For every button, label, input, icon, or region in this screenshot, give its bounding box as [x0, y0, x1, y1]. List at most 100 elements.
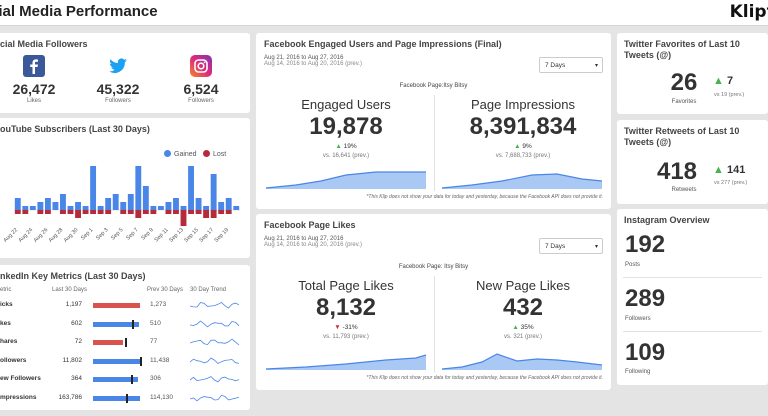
- instagram-followers-label: Followers: [188, 98, 214, 104]
- period-select[interactable]: 7 Days ▾: [539, 57, 603, 73]
- following-label: Following: [625, 369, 651, 375]
- legend-lost[interactable]: Lost: [203, 150, 226, 158]
- lost-bar-17: [142, 210, 149, 214]
- prev-30-value: 114,130: [150, 393, 174, 401]
- lost-bar-20: [165, 210, 172, 214]
- page-impressions-sparkline[interactable]: [442, 169, 606, 189]
- gained-bar-23: [188, 166, 194, 210]
- lost-bar-18: [150, 210, 157, 214]
- prev-marker: [132, 319, 134, 329]
- legend-gained[interactable]: Gained: [164, 150, 197, 158]
- panel-title: cial Media Followers: [0, 39, 88, 49]
- instagram-panel: Instagram Overview 192 Posts 289 Followe…: [617, 209, 768, 385]
- chevron-down-icon: ▾: [594, 63, 598, 69]
- favorites-value: 26: [670, 69, 698, 96]
- table-row[interactable]: hares 72 77: [0, 334, 250, 352]
- x-tick-label: Sep 7: [125, 227, 139, 241]
- x-tick-label: Aug 24: [18, 227, 35, 244]
- page-name: Facebook Page: Itsy Bitsy: [398, 264, 469, 270]
- x-tick-label: Sep 3: [95, 227, 109, 241]
- gained-bar-14: [120, 202, 127, 210]
- engaged-users-sparkline[interactable]: [266, 169, 430, 189]
- prev-marker: [131, 375, 133, 384]
- lost-bar-23: [188, 210, 194, 214]
- trend-sparkline: [190, 394, 240, 401]
- table-row[interactable]: icks 1,197 1,273: [0, 297, 250, 315]
- panel-title: nkedIn Key Metrics (Last 30 Days): [0, 271, 146, 281]
- x-tick-label: Aug 26: [33, 227, 50, 244]
- gained-bar-24: [195, 198, 202, 210]
- panel-title: ouTube Subscribers (Last 30 Days): [0, 124, 150, 134]
- down-arrow-icon: ▼: [334, 324, 341, 331]
- last-30-value: 163,786: [58, 393, 83, 401]
- prev-30-value: 510: [150, 319, 161, 327]
- top-bar: cial Media Performance Klipf: [0, 0, 768, 26]
- x-tick-label: Sep 5: [110, 227, 124, 241]
- x-tick-label: Sep 11: [154, 227, 170, 243]
- fb-likes-panel: Facebook Page Likes Aug 21, 2016 to Aug …: [256, 214, 611, 390]
- new-likes-sparkline[interactable]: [442, 350, 606, 370]
- lost-bar-0: [14, 210, 21, 214]
- prev-marker: [125, 338, 127, 347]
- lost-bar-22: [180, 210, 187, 226]
- table-row[interactable]: ollowers 11,802 11,438: [0, 353, 250, 371]
- up-arrow-icon: ▲: [335, 143, 342, 150]
- metric-name: hares: [0, 338, 18, 345]
- social-followers-panel: cial Media Followers 26,472 Likes 45,322…: [0, 33, 250, 113]
- twitter-stat: 45,322 Followers: [88, 55, 148, 104]
- date-range: Aug 21, 2016 to Aug 27, 2016 Aug 14, 201…: [264, 55, 362, 67]
- bar-fill: [93, 303, 140, 308]
- instagram-icon: [190, 55, 212, 77]
- lost-bar-24: [195, 210, 202, 214]
- facebook-likes-label: Likes: [26, 98, 41, 104]
- lost-bar-28: [225, 210, 232, 214]
- lost-bar-11: [97, 210, 104, 214]
- prev-marker: [126, 393, 128, 403]
- last-30-value: 602: [71, 319, 82, 327]
- col-header-last: Last 30 Days: [52, 287, 88, 293]
- bar-fill: [93, 358, 141, 364]
- comparison-bar: [93, 319, 143, 329]
- instagram-followers-value: 6,524: [183, 81, 219, 97]
- gained-bar-13: [112, 194, 119, 210]
- gained-bar-29: [233, 206, 240, 210]
- metric-name: ew Followers: [0, 375, 41, 382]
- gained-bar-17: [142, 186, 149, 210]
- trend-sparkline: [190, 376, 240, 383]
- lost-bar-6: [60, 210, 66, 214]
- gained-bar-5: [52, 202, 59, 210]
- period-select[interactable]: 7 Days ▾: [539, 238, 603, 254]
- x-tick-label: Aug 28: [48, 227, 65, 244]
- table-row[interactable]: kes 602 510: [0, 316, 250, 334]
- panel-title: Twitter Retweets of Last 10 Tweets (@): [624, 126, 740, 147]
- x-tick-label: Sep 1: [80, 227, 94, 241]
- up-arrow-icon: ▲: [713, 75, 724, 87]
- last-30-value: 11,802: [62, 356, 82, 364]
- api-note: *This Klip does not show your data for t…: [366, 375, 603, 381]
- table-row[interactable]: mpressions 163,786 114,130: [0, 390, 250, 408]
- page-name: Facebook Page:Itsy Bitsy: [399, 83, 468, 89]
- dashboard-title: cial Media Performance: [0, 3, 158, 20]
- metric-name: kes: [0, 319, 11, 327]
- metric-name: ollowers: [0, 356, 27, 364]
- gained-bar-3: [37, 202, 44, 210]
- instagram-stat: 6,524 Followers: [171, 55, 231, 104]
- last-30-value: 364: [71, 375, 82, 382]
- fb-engaged-panel: Facebook Engaged Users and Page Impressi…: [256, 33, 611, 209]
- lost-bar-10: [90, 210, 97, 214]
- youtube-panel: ouTube Subscribers (Last 30 Days) Gained…: [0, 118, 250, 258]
- panel-title: Twitter Favorites of Last 10 Tweets (@): [624, 39, 740, 60]
- prev-30-value: 1,273: [150, 301, 167, 308]
- gained-bar-22: [180, 206, 187, 210]
- comparison-bar: [93, 375, 143, 384]
- brand-logo[interactable]: Klipf: [729, 2, 768, 22]
- bar-fill: [93, 395, 140, 401]
- twitter-followers-label: Followers: [105, 98, 131, 104]
- lost-bar-25: [203, 210, 210, 218]
- panel-title: Facebook Page Likes: [264, 220, 356, 230]
- lost-swatch: [203, 150, 210, 157]
- table-row[interactable]: ew Followers 364 306: [0, 371, 250, 389]
- total-likes-sparkline[interactable]: [266, 350, 430, 370]
- total-page-likes-metric: Total Page Likes 8,132 ▼ -31% vs. 11,793…: [298, 278, 394, 340]
